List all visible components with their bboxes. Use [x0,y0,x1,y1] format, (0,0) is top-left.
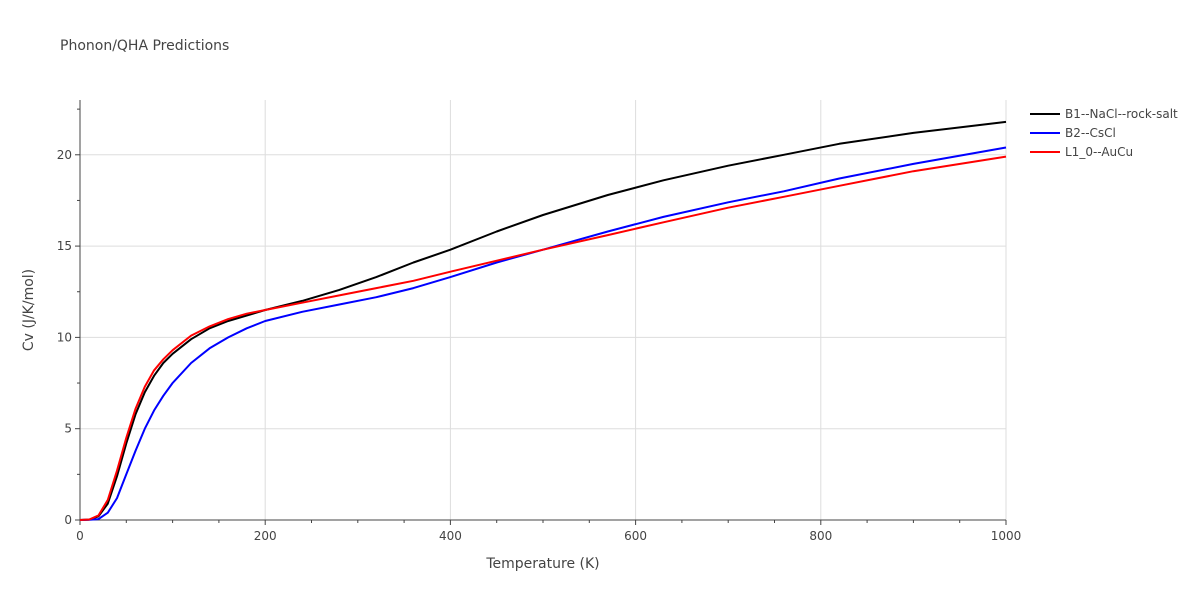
y-tick-label: 0 [64,513,72,527]
x-tick-label: 1000 [991,529,1022,543]
y-tick-label: 10 [57,330,72,344]
legend-label-3: L1_0--AuCu [1065,145,1133,159]
y-tick-label: 20 [57,148,72,162]
series-line-3 [79,155,1007,521]
y-axis-label: Cv (J/K/mol) [21,269,37,351]
grid [80,100,1007,520]
y-tick-label: 15 [57,239,72,253]
series-lines [79,120,1007,521]
legend-label-2: B2--CsCl [1065,126,1116,140]
axes [75,100,1007,525]
series-line-1 [79,120,1007,521]
x-tick-label: 200 [254,529,277,543]
legend-label-1: B1--NaCl--rock-salt [1065,107,1178,121]
x-tick-label: 600 [624,529,647,543]
legend: B1--NaCl--rock-salt B2--CsCl L1_0--AuCu [1030,107,1178,159]
x-tick-label: 0 [76,529,84,543]
x-axis-label: Temperature (K) [485,556,599,572]
x-tick-label: 400 [439,529,462,543]
series-line-2 [79,146,1007,521]
tick-labels: 0 200 400 600 800 1000 0 5 10 15 20 [57,148,1022,543]
x-tick-label: 800 [809,529,832,543]
chart-title: Phonon/QHA Predictions [60,38,229,54]
y-tick-label: 5 [64,422,72,436]
